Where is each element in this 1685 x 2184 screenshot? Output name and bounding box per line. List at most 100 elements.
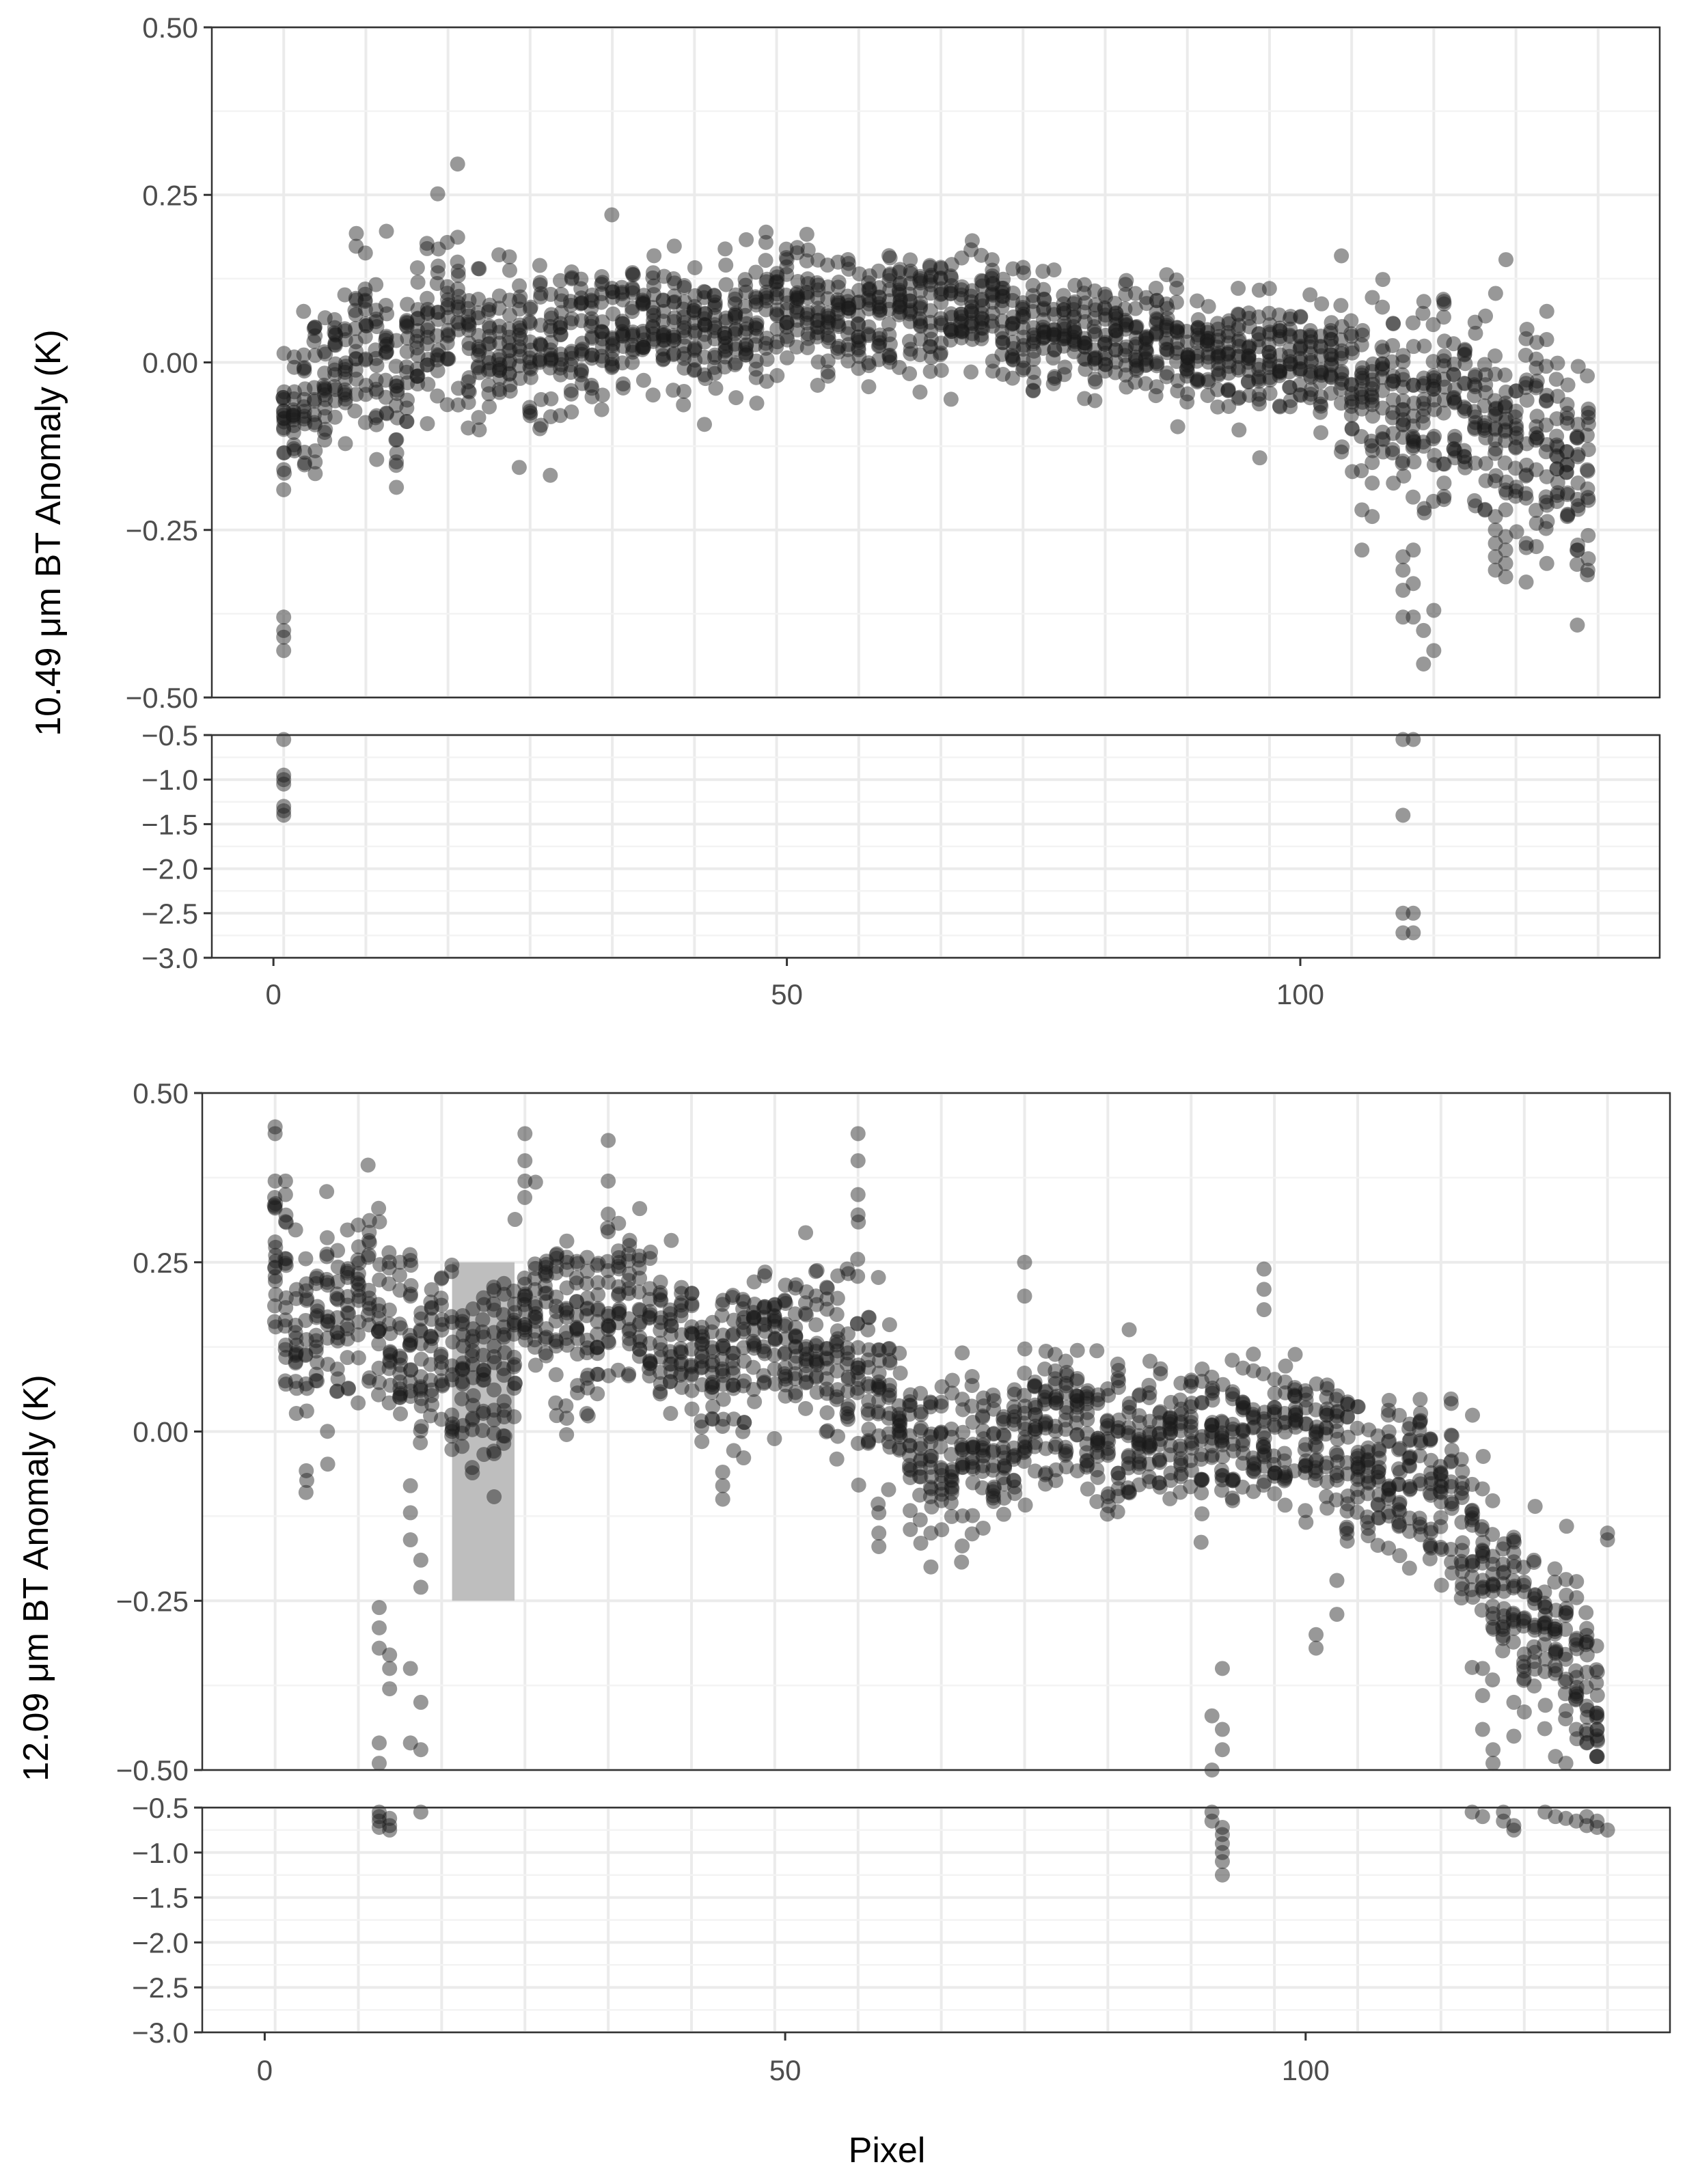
data-point [696, 290, 712, 305]
data-point [655, 292, 671, 308]
data-point [522, 359, 538, 375]
data-point [299, 1403, 314, 1419]
data-point [553, 351, 569, 367]
data-point [996, 280, 1011, 296]
data-point [676, 278, 692, 294]
data-point [563, 315, 579, 331]
data-point [1017, 1254, 1032, 1270]
data-point [881, 348, 897, 363]
data-point [881, 1317, 897, 1333]
data-point [1309, 1640, 1324, 1656]
data-point [799, 311, 814, 327]
data-point [433, 1297, 449, 1313]
data-point [614, 286, 630, 302]
data-point [717, 330, 733, 346]
data-point [461, 308, 477, 324]
data-point [809, 275, 825, 290]
data-point [275, 403, 291, 419]
data-point [687, 288, 703, 303]
data-point [1066, 302, 1082, 318]
data-point [1488, 286, 1503, 301]
data-point [1333, 298, 1349, 314]
data-point [553, 286, 569, 302]
data-point [1334, 444, 1350, 460]
data-point [553, 367, 568, 383]
data-point [327, 367, 343, 383]
data-point [1047, 369, 1063, 385]
data-point [769, 321, 785, 337]
data-point [1506, 1545, 1522, 1560]
data-point [461, 384, 477, 400]
data-point [461, 395, 476, 411]
data-point [655, 348, 671, 363]
data-point [450, 314, 465, 330]
data-point [1056, 367, 1072, 383]
data-point [667, 294, 683, 309]
data-point [872, 303, 888, 318]
data-point [440, 309, 456, 325]
data-point [933, 287, 948, 303]
data-point [1406, 925, 1421, 941]
data-point [382, 1822, 398, 1838]
data-point [1036, 301, 1052, 316]
data-point [517, 1153, 533, 1169]
data-point [963, 303, 979, 318]
data-point [1194, 1506, 1210, 1521]
data-point [552, 320, 568, 335]
data-point [881, 273, 897, 288]
data-point [369, 408, 385, 424]
data-point [357, 415, 373, 430]
data-point [410, 376, 426, 392]
data-point [1037, 324, 1052, 340]
data-point [454, 1439, 470, 1454]
data-point [276, 643, 292, 659]
data-point [687, 342, 702, 358]
data-point [327, 327, 343, 342]
data-point [320, 1424, 335, 1439]
data-point [676, 320, 692, 335]
data-point [830, 317, 846, 333]
data-point [800, 326, 816, 342]
data-point [1287, 1346, 1303, 1362]
data-point [1015, 301, 1030, 317]
data-point [1035, 340, 1051, 356]
data-point [1026, 374, 1042, 390]
data-point [850, 1269, 866, 1284]
data-point [820, 305, 836, 321]
data-point [502, 342, 518, 358]
data-point [1485, 1742, 1501, 1758]
data-point [369, 452, 385, 467]
lower-panel-grid [202, 1806, 1670, 2034]
data-point [511, 358, 527, 374]
data-point [944, 270, 959, 286]
data-point [1475, 1661, 1490, 1676]
data-point [1381, 1424, 1397, 1439]
data-point [994, 293, 1010, 309]
data-point [392, 1254, 408, 1270]
data-point [481, 318, 497, 334]
data-point [543, 342, 558, 358]
data-point [1025, 294, 1041, 309]
y-tick-label: −0.25 [116, 1585, 189, 1617]
data-point [430, 348, 446, 363]
data-point [278, 1251, 294, 1267]
data-point [810, 354, 826, 370]
data-point [317, 425, 333, 441]
data-point [450, 156, 465, 172]
data-point [663, 1406, 679, 1422]
y-tick-label: 0.50 [142, 12, 198, 44]
data-point [512, 301, 528, 317]
data-point [738, 347, 754, 363]
data-point [944, 257, 959, 273]
data-point [809, 329, 825, 345]
data-point [871, 280, 887, 296]
data-point [1058, 1439, 1073, 1455]
data-point [420, 336, 435, 352]
data-point [487, 1489, 502, 1504]
data-point [789, 245, 805, 261]
data-point [319, 1184, 335, 1200]
data-point [708, 381, 724, 396]
data-point [964, 233, 980, 249]
data-point [974, 314, 989, 330]
data-point [697, 327, 713, 342]
